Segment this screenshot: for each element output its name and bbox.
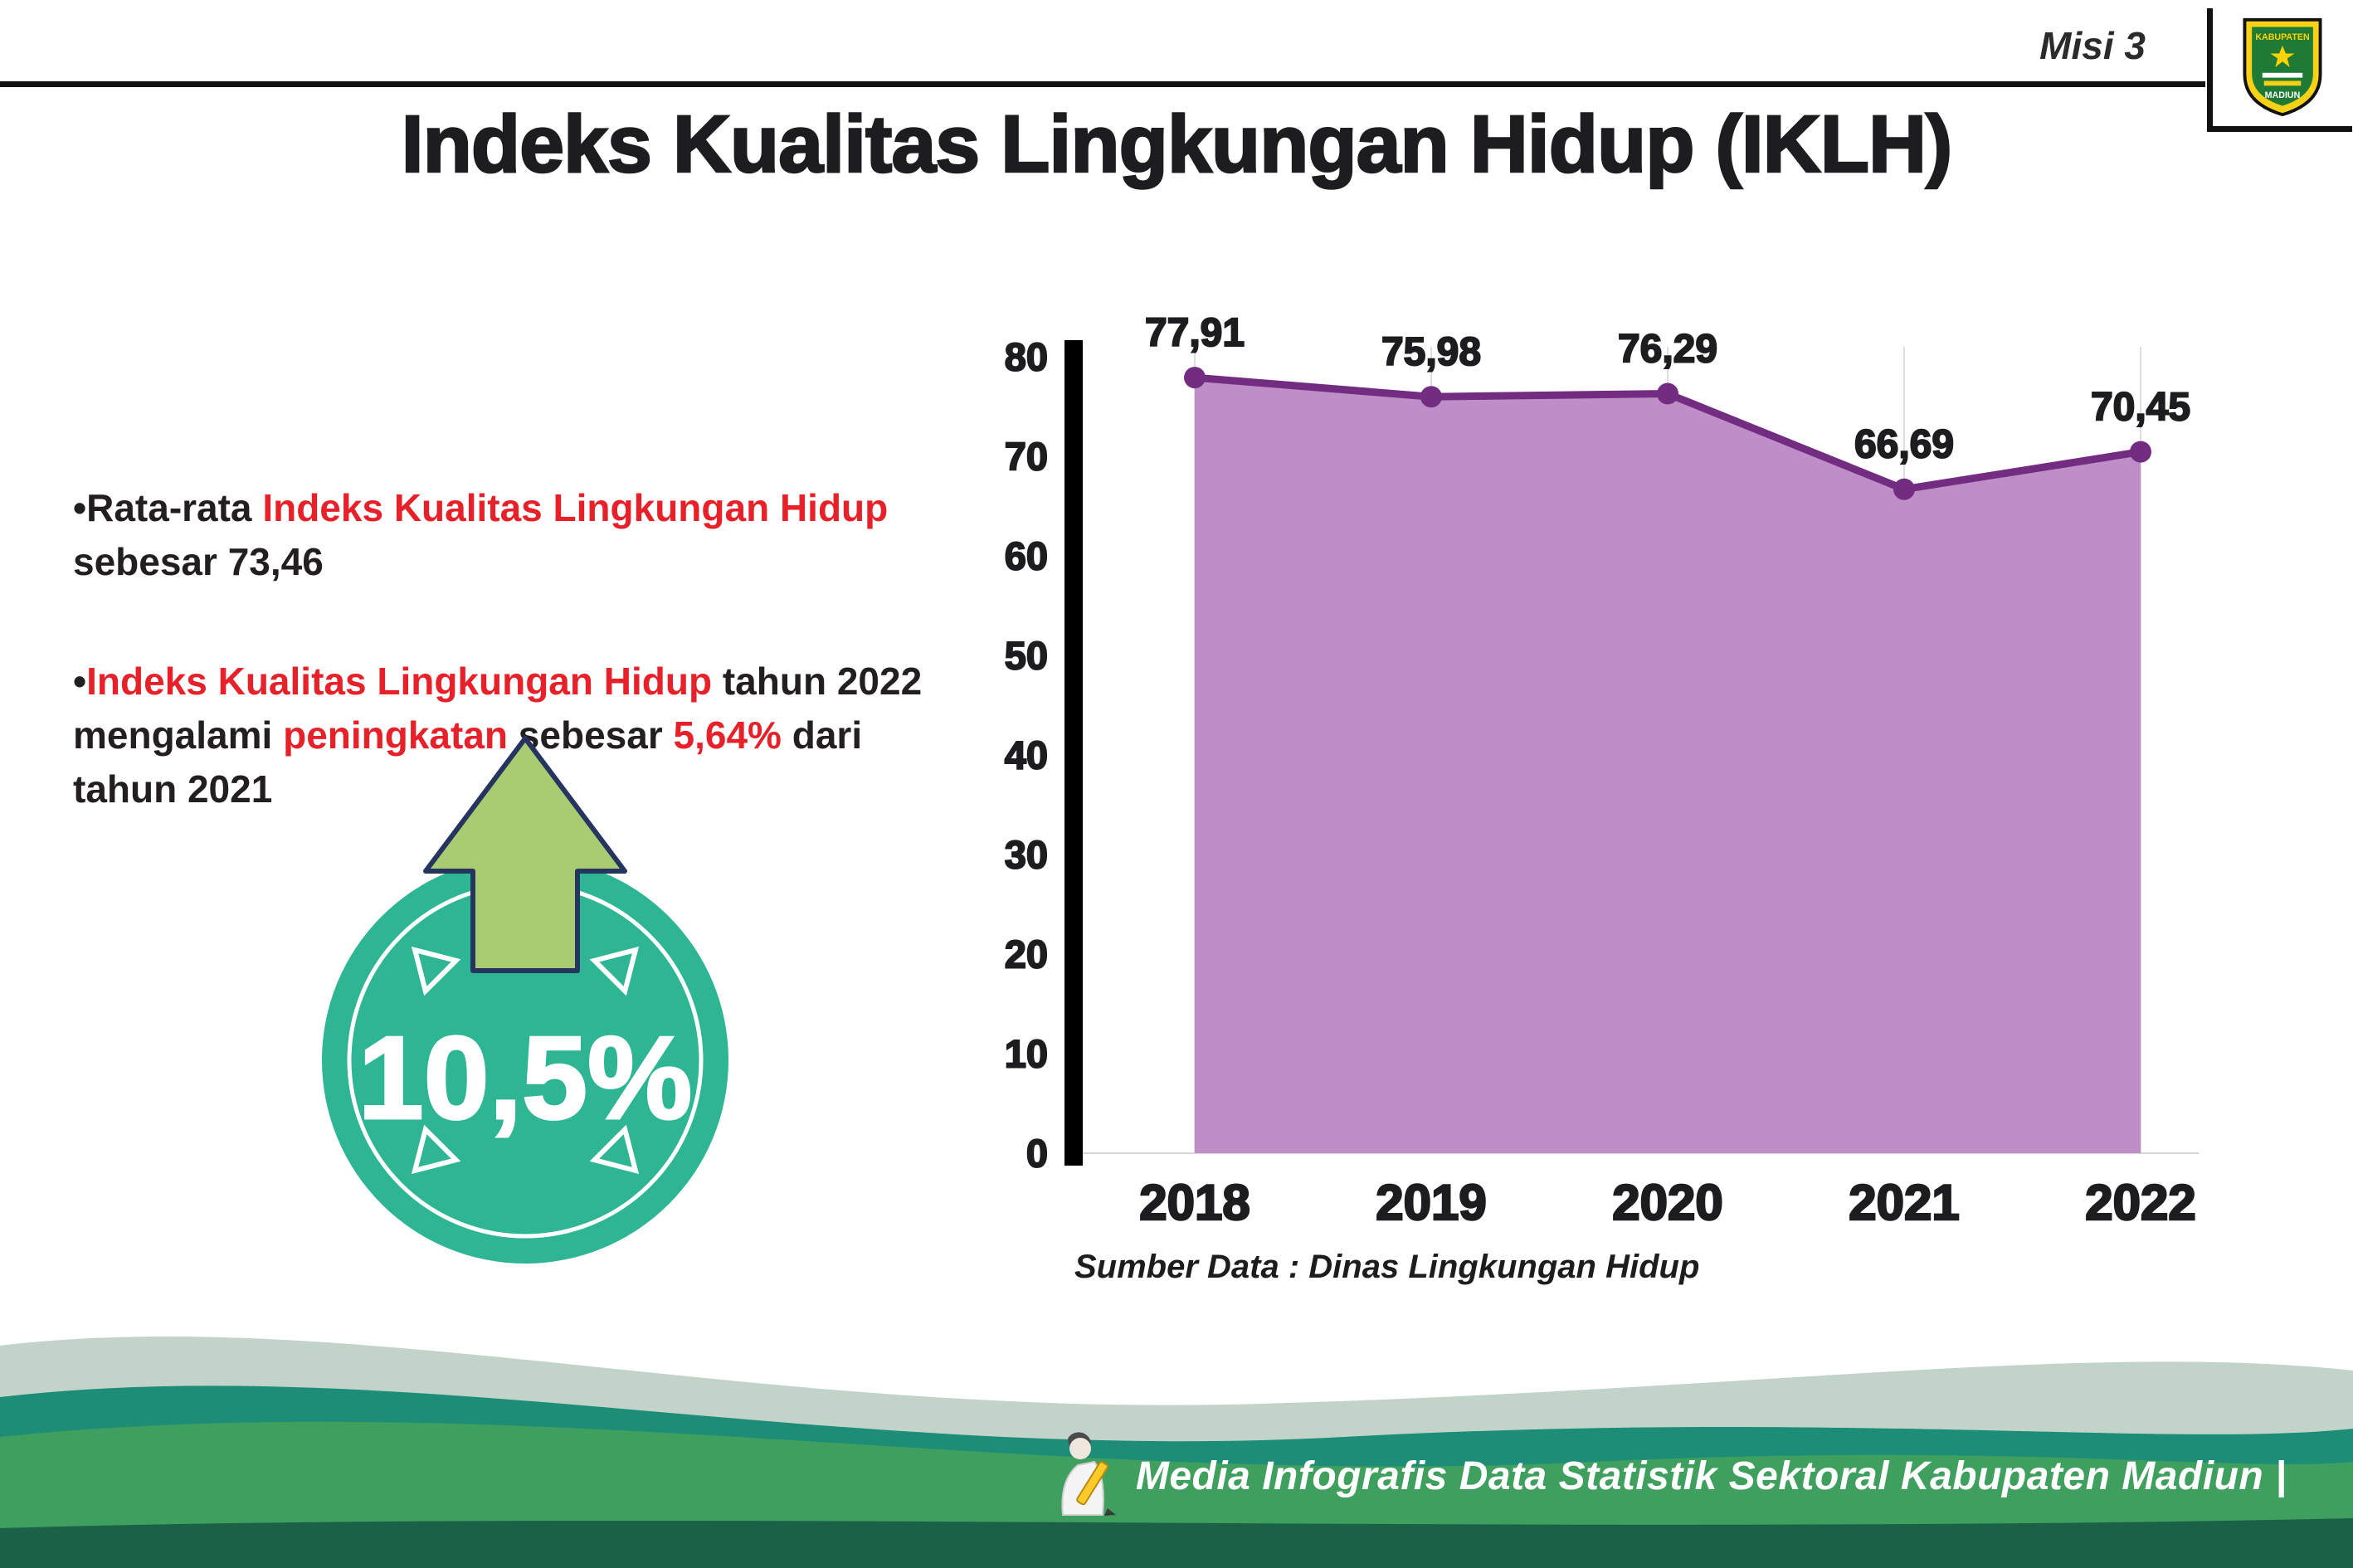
svg-text:50: 50 — [1005, 634, 1048, 678]
bullet-2: •Indeks Kualitas Lingkungan Hidup tahun … — [73, 655, 928, 817]
text-segment: dari tahun 2021 — [73, 713, 863, 811]
text-segment-highlight: Indeks Kualitas Lingkungan Hidup — [262, 486, 889, 529]
footer-bar: Media Infografis Data Statistik Sektoral… — [1051, 1432, 2287, 1520]
svg-text:75,98: 75,98 — [1381, 330, 1481, 374]
increase-badge: 10,5% — [322, 736, 728, 1264]
mascot-icon — [1061, 1432, 1116, 1516]
svg-text:60: 60 — [1005, 534, 1048, 578]
iklh-chart-svg: 77,91 75,98 76,29 66,69 70,45 0 10 20 30 40 50 60 70… — [1004, 310, 2199, 1231]
text-segment-highlight: Indeks Kualitas Lingkungan Hidup — [86, 659, 713, 703]
header-rule — [0, 81, 2205, 87]
svg-text:2021: 2021 — [1849, 1175, 1959, 1230]
svg-text:2022: 2022 — [2085, 1175, 2195, 1230]
iklh-area-chart: 77,91 75,98 76,29 66,69 70,45 0 10 20 30 40 50 60 70… — [950, 299, 2211, 1244]
svg-text:80: 80 — [1005, 335, 1048, 379]
chart-source-label: Sumber Data : Dinas Lingkungan Hidup — [1074, 1249, 1700, 1285]
text-segment-highlight: 5,64% — [673, 713, 782, 757]
svg-text:30: 30 — [1005, 833, 1048, 877]
badge-triangles — [411, 946, 640, 1175]
svg-text:0: 0 — [1026, 1132, 1048, 1176]
shield-logo-icon: KABUPATEN MADIUN — [2243, 17, 2322, 117]
svg-text:66,69: 66,69 — [1854, 423, 1954, 467]
arrow-up-icon — [423, 736, 627, 973]
svg-text:70,45: 70,45 — [2091, 386, 2190, 430]
notes-block: •Rata-rata Indeks Kualitas Lingkungan Hi… — [73, 481, 928, 882]
misi-label: Misi 3 — [2039, 24, 2146, 67]
bullet-marker: • — [73, 659, 87, 703]
badge-circle — [322, 857, 728, 1264]
svg-text:2019: 2019 — [1376, 1175, 1486, 1230]
svg-text:70: 70 — [1005, 435, 1048, 479]
text-segment: sebesar — [508, 713, 674, 757]
bullet-marker: • — [73, 486, 87, 529]
logo-text-line1: KABUPATEN — [2255, 32, 2309, 42]
page-title: Indeks Kualitas Lingkungan Hidup (IKLH) — [400, 98, 1953, 191]
text-segment-highlight: peningkatan — [283, 713, 509, 757]
text-segment: sebesar 73,46 — [73, 540, 324, 584]
svg-text:2018: 2018 — [1139, 1175, 1250, 1230]
kabupaten-madiun-logo: KABUPATEN MADIUN — [2207, 8, 2352, 132]
svg-text:40: 40 — [1005, 733, 1048, 777]
svg-text:76,29: 76,29 — [1618, 328, 1717, 372]
logo-text-line2: MADIUN — [2265, 90, 2301, 100]
bullet-1: •Rata-rata Indeks Kualitas Lingkungan Hi… — [73, 481, 928, 590]
footer-waves — [0, 1337, 2353, 1568]
text-segment: tahun 2022 mengalami — [73, 659, 923, 757]
footer-caption: Media Infografis Data Statistik Sektoral… — [1135, 1454, 2287, 1498]
badge-value: 10,5% — [358, 1012, 693, 1144]
text-segment: Rata-rata — [86, 486, 263, 529]
svg-text:20: 20 — [1005, 933, 1048, 976]
svg-text:77,91: 77,91 — [1145, 311, 1245, 355]
star-icon — [2270, 45, 2295, 67]
svg-text:10: 10 — [1005, 1032, 1048, 1076]
svg-text:2020: 2020 — [1612, 1175, 1722, 1230]
